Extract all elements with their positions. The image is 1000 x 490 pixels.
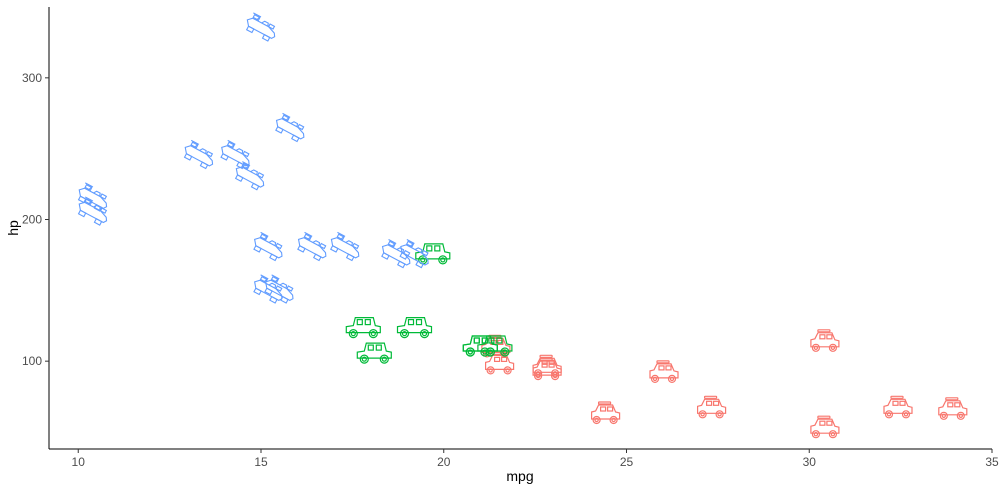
x-tick-label: 30 (803, 455, 817, 469)
x-tick-label: 35 (985, 455, 999, 469)
data-point-race-car-icon (293, 230, 332, 263)
data-point-race-car-icon (180, 138, 219, 171)
data-point-suv-icon (810, 415, 840, 439)
data-point-race-car-icon (242, 11, 281, 44)
data-point-suv-icon (590, 401, 621, 425)
data-point-suv-icon (883, 395, 913, 419)
y-tick-label: 200 (22, 213, 42, 227)
x-tick-label: 20 (437, 455, 451, 469)
data-point-sedan-icon (415, 243, 451, 265)
data-point-race-car-icon (249, 230, 288, 263)
plot-area (74, 11, 968, 439)
data-point-sedan-icon (396, 317, 433, 339)
series-cyl-4 (481, 329, 968, 439)
data-point-race-car-icon (377, 238, 416, 271)
data-point-suv-icon (810, 329, 840, 352)
data-point-suv-icon (938, 397, 968, 420)
data-point-race-car-icon (271, 111, 310, 144)
y-axis-ticks: 100 200 300 (22, 71, 49, 368)
y-axis-title: hp (5, 220, 21, 236)
x-axis-title: mpg (506, 468, 533, 484)
data-point-suv-icon (649, 360, 679, 383)
x-tick-label: 10 (72, 455, 86, 469)
data-point-suv-icon (696, 395, 727, 419)
series-cyl-6 (345, 243, 513, 364)
data-point-sedan-icon (356, 342, 392, 364)
series-cyl-8 (74, 11, 434, 306)
y-tick-label: 300 (22, 71, 42, 85)
x-tick-label: 15 (254, 455, 268, 469)
x-axis-ticks: 10 15 20 25 30 35 (72, 449, 999, 469)
data-point-race-car-icon (326, 230, 365, 263)
data-point-race-car-icon (396, 238, 434, 271)
y-tick-label: 100 (22, 354, 42, 368)
x-tick-label: 25 (620, 455, 634, 469)
data-point-sedan-icon (462, 335, 498, 357)
data-point-sedan-icon (345, 317, 381, 339)
